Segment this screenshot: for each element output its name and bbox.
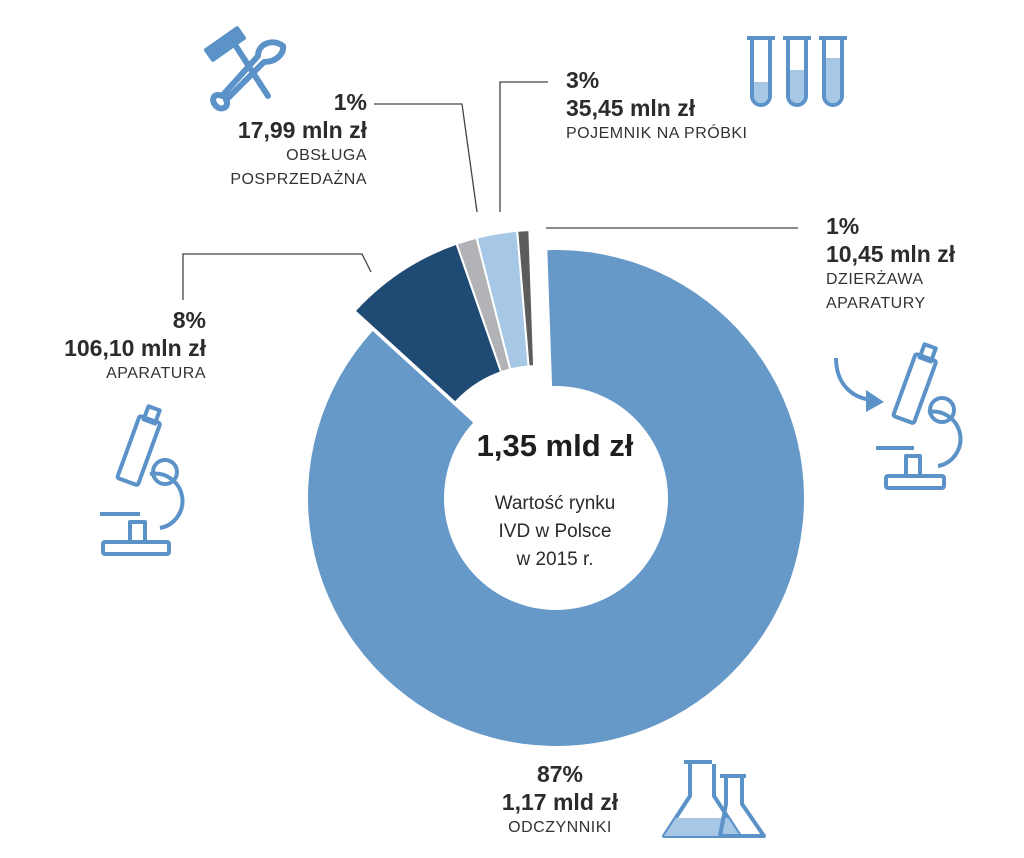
category-label: APARATURA <box>106 365 206 382</box>
curved-arrow-icon <box>834 357 884 412</box>
microscope-icon <box>100 404 185 556</box>
center-total: 1,35 mld zł <box>476 428 634 463</box>
percent-label: 8% <box>172 307 206 333</box>
leader-line-aparatura <box>182 253 372 300</box>
label-obsluga: 1% 17,99 mln zł OBSŁUGA POSPRZEDAŻNA <box>230 88 367 192</box>
label-aparatura: 8% 106,10 mln zł APARATURA <box>64 306 206 386</box>
center-desc-line: Wartość rynku <box>494 493 616 514</box>
test-tubes-icon <box>747 36 847 107</box>
slice-odczynniki <box>307 249 804 746</box>
percent-label: 87% <box>536 761 584 787</box>
amount-label: 35,45 mln zł <box>566 95 696 121</box>
center-desc-line: w 2015 r. <box>516 549 594 570</box>
amount-label: 1,17 mld zł <box>501 789 619 815</box>
amount-label: 10,45 mln zł <box>826 241 956 267</box>
label-dzierzawa: 1% 10,45 mln zł DZIERŻAWA APARATURY <box>826 212 955 316</box>
amount-label: 106,10 mln zł <box>64 335 206 361</box>
percent-label: 1% <box>333 89 367 115</box>
category-label: ODCZYNNIKI <box>508 819 612 836</box>
amount-label: 17,99 mln zł <box>237 117 367 143</box>
category-label: APARATURY <box>826 295 926 312</box>
category-label: OBSŁUGA <box>286 147 367 164</box>
category-label: DZIERŻAWA <box>826 271 924 288</box>
microscope-icon <box>876 342 963 490</box>
leader-line-obsluga <box>374 103 478 213</box>
leader-line-pojemnik <box>499 81 548 212</box>
center-description: Wartość rynku IVD w Polsce w 2015 r. <box>405 490 705 574</box>
label-odczynniki: 87% 1,17 mld zł ODCZYNNIKI <box>470 760 650 840</box>
center-desc-line: IVD w Polsce <box>498 521 612 542</box>
category-label: POSPRZEDAŻNA <box>230 171 367 188</box>
flasks-icon <box>662 760 766 838</box>
slice-dzierzawa <box>516 229 536 368</box>
percent-label: 3% <box>566 67 600 93</box>
tools-icon <box>203 26 287 112</box>
percent-label: 1% <box>826 213 860 239</box>
category-label: POJEMNIK NA PRÓBKI <box>566 125 748 142</box>
label-pojemnik: 3% 35,45 mln zł POJEMNIK NA PRÓBKI <box>566 66 747 146</box>
